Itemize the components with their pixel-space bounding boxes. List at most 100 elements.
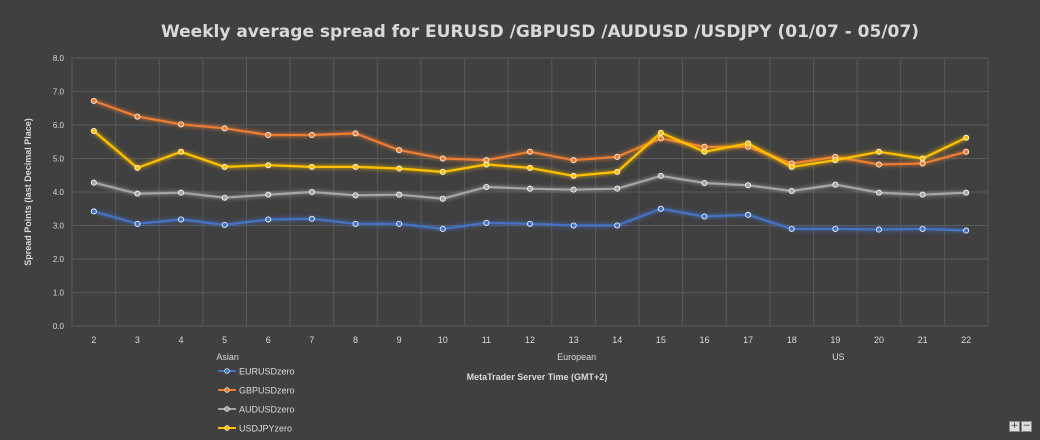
zoom-out-button[interactable]: − <box>1021 421 1032 432</box>
legend-swatch-marker <box>224 406 230 412</box>
data-point <box>527 148 534 155</box>
chart-title: Weekly average spread for EURUSD /GBPUSD… <box>161 22 919 42</box>
data-point <box>527 220 534 227</box>
data-point <box>265 162 272 169</box>
x-axis-label: MetaTrader Server Time (GMT+2) <box>467 372 608 382</box>
data-point <box>90 208 97 215</box>
x-tick-label: 8 <box>353 335 358 345</box>
legend-entry: GBPUSDzero <box>239 386 295 396</box>
data-point <box>134 190 141 197</box>
y-tick-label: 2.0 <box>53 255 65 264</box>
x-tick-label: 15 <box>656 335 666 345</box>
y-tick-label: 5.0 <box>53 155 65 164</box>
data-point <box>308 132 315 139</box>
data-point <box>308 163 315 170</box>
legend-swatch-marker <box>224 387 230 393</box>
y-tick-label: 3.0 <box>53 222 65 231</box>
data-point <box>963 189 970 196</box>
data-point <box>701 213 708 220</box>
data-point <box>178 121 185 128</box>
x-tick-label: 4 <box>179 335 184 345</box>
x-tick-label: 14 <box>612 335 622 345</box>
data-point <box>134 164 141 171</box>
data-point <box>963 227 970 234</box>
x-tick-label: 6 <box>266 335 271 345</box>
data-point <box>396 220 403 227</box>
data-point <box>308 188 315 195</box>
data-point <box>265 216 272 223</box>
data-point <box>875 226 882 233</box>
data-point <box>134 220 141 227</box>
data-point <box>178 216 185 223</box>
y-tick-label: 1.0 <box>53 289 65 298</box>
x-tick-label: 3 <box>135 335 140 345</box>
data-point <box>396 147 403 154</box>
legend-entry: EURUSDzero <box>239 367 295 377</box>
data-point <box>701 148 708 155</box>
x-tick-label: 21 <box>918 335 928 345</box>
data-point <box>963 134 970 141</box>
data-point <box>352 192 359 199</box>
data-point <box>614 153 621 160</box>
data-point <box>745 140 752 147</box>
data-point <box>439 195 446 202</box>
data-point <box>265 191 272 198</box>
x-tick-label: 9 <box>397 335 402 345</box>
data-point <box>483 219 490 226</box>
data-point <box>90 97 97 104</box>
data-point <box>875 148 882 155</box>
session-label: Asian <box>216 352 239 362</box>
x-tick-label: 19 <box>830 335 840 345</box>
data-point <box>832 225 839 232</box>
data-point <box>701 143 708 150</box>
data-point <box>657 135 664 142</box>
data-point <box>875 189 882 196</box>
data-point <box>614 222 621 229</box>
data-point <box>701 179 708 186</box>
x-tick-label: 7 <box>309 335 314 345</box>
data-point <box>221 194 228 201</box>
data-point <box>919 191 926 198</box>
data-point <box>352 220 359 227</box>
data-point <box>614 185 621 192</box>
data-point <box>570 186 577 193</box>
zoom-in-button[interactable]: + <box>1009 421 1020 432</box>
legend-swatch-marker <box>224 425 230 431</box>
x-tick-label: 13 <box>569 335 579 345</box>
x-tick-label: 16 <box>699 335 709 345</box>
x-tick-label: 2 <box>91 335 96 345</box>
data-point <box>221 163 228 170</box>
data-point <box>308 215 315 222</box>
data-point <box>919 225 926 232</box>
x-tick-label: 10 <box>438 335 448 345</box>
data-point <box>919 160 926 167</box>
y-tick-label: 0.0 <box>53 322 65 331</box>
data-point <box>483 161 490 168</box>
data-point <box>439 168 446 175</box>
data-point <box>963 148 970 155</box>
data-point <box>352 130 359 137</box>
legend-swatch-marker <box>224 368 230 374</box>
data-point <box>396 191 403 198</box>
data-point <box>90 128 97 135</box>
x-tick-label: 20 <box>874 335 884 345</box>
data-point <box>832 181 839 188</box>
data-point <box>178 148 185 155</box>
x-tick-label: 22 <box>961 335 971 345</box>
data-point <box>439 155 446 162</box>
y-axis-label: Spread Points (last Decimal Place) <box>23 118 33 266</box>
data-point <box>570 172 577 179</box>
y-tick-label: 4.0 <box>53 188 65 197</box>
legend-entry: USDJPYzero <box>239 424 292 434</box>
data-point <box>657 129 664 136</box>
x-tick-label: 18 <box>787 335 797 345</box>
legend-entry: AUDUSDzero <box>239 405 295 415</box>
data-point <box>788 163 795 170</box>
x-tick-label: 5 <box>222 335 227 345</box>
y-tick-label: 7.0 <box>53 88 65 97</box>
data-point <box>657 172 664 179</box>
data-point <box>614 168 621 175</box>
data-point <box>483 183 490 190</box>
